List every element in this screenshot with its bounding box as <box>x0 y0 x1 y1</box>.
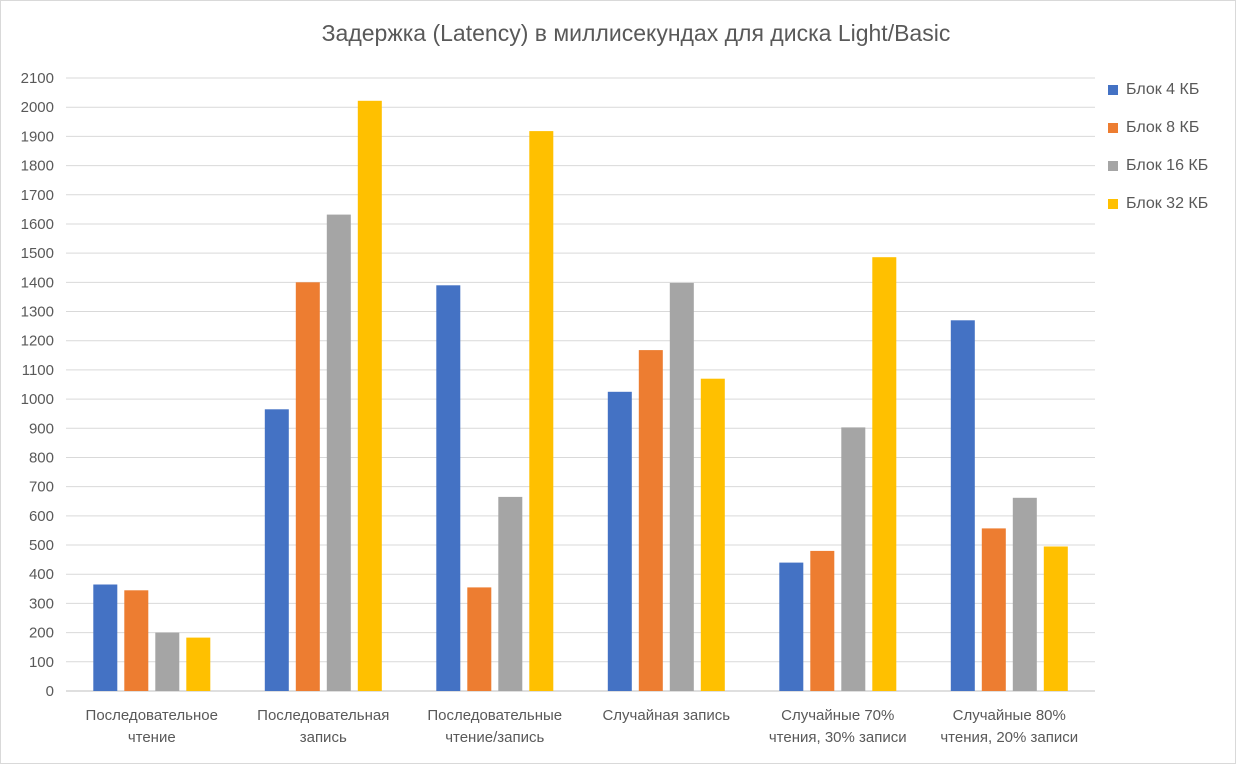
y-tick-label: 0 <box>46 683 54 700</box>
bar <box>155 632 180 691</box>
y-tick-label: 2000 <box>21 99 54 116</box>
legend-swatch <box>1108 199 1118 209</box>
y-tick-label: 700 <box>29 479 54 496</box>
y-tick-label: 500 <box>29 537 54 554</box>
bar <box>498 496 523 691</box>
bar <box>950 320 975 691</box>
y-tick-label: 1500 <box>21 245 54 262</box>
legend-swatch <box>1108 85 1118 95</box>
chart-legend: Блок 4 КБ Блок 8 КБ Блок 16 КБ Блок 32 КБ <box>1108 71 1208 223</box>
bar <box>810 550 835 691</box>
y-tick-label: 1200 <box>21 333 54 350</box>
x-tick-label: Случайная запись <box>582 705 750 727</box>
y-tick-label: 1300 <box>21 304 54 321</box>
bar <box>264 409 289 691</box>
bar <box>186 637 211 691</box>
x-tick-label-line: Случайная запись <box>602 707 731 724</box>
bar <box>326 214 351 691</box>
bar <box>779 562 804 691</box>
y-tick-label: 600 <box>29 508 54 525</box>
y-tick-label: 1000 <box>21 391 54 408</box>
x-tick-label-line: чтения, 30% записи <box>768 729 907 746</box>
y-tick-label: 1100 <box>22 362 54 379</box>
bar <box>981 528 1006 691</box>
x-tick-label-line: чтение/запись <box>445 729 545 746</box>
legend-item: Блок 16 КБ <box>1108 147 1208 185</box>
y-tick-label: 1700 <box>21 187 54 204</box>
legend-label: Блок 16 КБ <box>1126 157 1209 174</box>
legend-swatch <box>1108 123 1118 133</box>
y-tick-label: 900 <box>29 420 54 437</box>
legend-label: Блок 4 КБ <box>1126 81 1200 98</box>
bar <box>357 100 382 692</box>
legend-label: Блок 8 КБ <box>1126 119 1200 136</box>
y-tick-label: 200 <box>29 625 54 642</box>
x-tick-label-line: чтения, 20% записи <box>940 729 1079 746</box>
bar <box>436 285 461 691</box>
x-tick-label-line: запись <box>299 729 347 746</box>
legend-label: Блок 32 КБ <box>1126 195 1209 212</box>
y-tick-label: 400 <box>29 566 54 583</box>
x-tick-label: Последовательное чтение <box>68 705 236 749</box>
x-tick-label: Случайные 80% чтения, 20% записи <box>925 705 1093 749</box>
bar <box>700 378 725 691</box>
y-tick-label: 800 <box>29 449 54 466</box>
bar <box>607 391 632 691</box>
bar <box>841 427 866 691</box>
bar <box>529 131 554 692</box>
bar <box>124 590 149 691</box>
bar <box>1012 497 1037 691</box>
y-tick-label: 100 <box>29 654 54 671</box>
x-tick-label-line: Случайные 70% <box>781 707 895 724</box>
x-tick-label-line: Последовательное <box>85 707 218 724</box>
x-tick-label-line: чтение <box>127 729 176 746</box>
bar <box>669 282 694 691</box>
x-tick-label: Случайные 70% чтения, 30% записи <box>754 705 922 749</box>
bar <box>467 587 492 691</box>
y-tick-label: 300 <box>29 595 54 612</box>
legend-swatch <box>1108 161 1118 171</box>
y-tick-label: 1900 <box>21 128 54 145</box>
legend-item: Блок 8 КБ <box>1108 109 1208 147</box>
y-tick-label: 2100 <box>21 70 54 87</box>
x-tick-label: Последовательные чтение/запись <box>411 705 579 749</box>
legend-item: Блок 32 КБ <box>1108 185 1208 223</box>
chart-title: Задержка (Latency) в миллисекундах для д… <box>321 20 951 46</box>
y-tick-label: 1600 <box>21 216 54 233</box>
legend-item: Блок 4 КБ <box>1108 71 1208 109</box>
x-tick-label: Последовательная запись <box>239 705 407 749</box>
x-tick-label-line: Последовательная <box>257 707 390 724</box>
y-tick-label: 1400 <box>21 274 54 291</box>
bar <box>1043 546 1068 691</box>
bar <box>872 257 897 691</box>
bar <box>638 350 663 691</box>
bar <box>93 584 118 691</box>
y-tick-label: 1800 <box>21 158 54 175</box>
x-tick-label-line: Случайные 80% <box>952 707 1066 724</box>
bar <box>295 282 320 691</box>
x-tick-label-line: Последовательные <box>427 707 563 724</box>
